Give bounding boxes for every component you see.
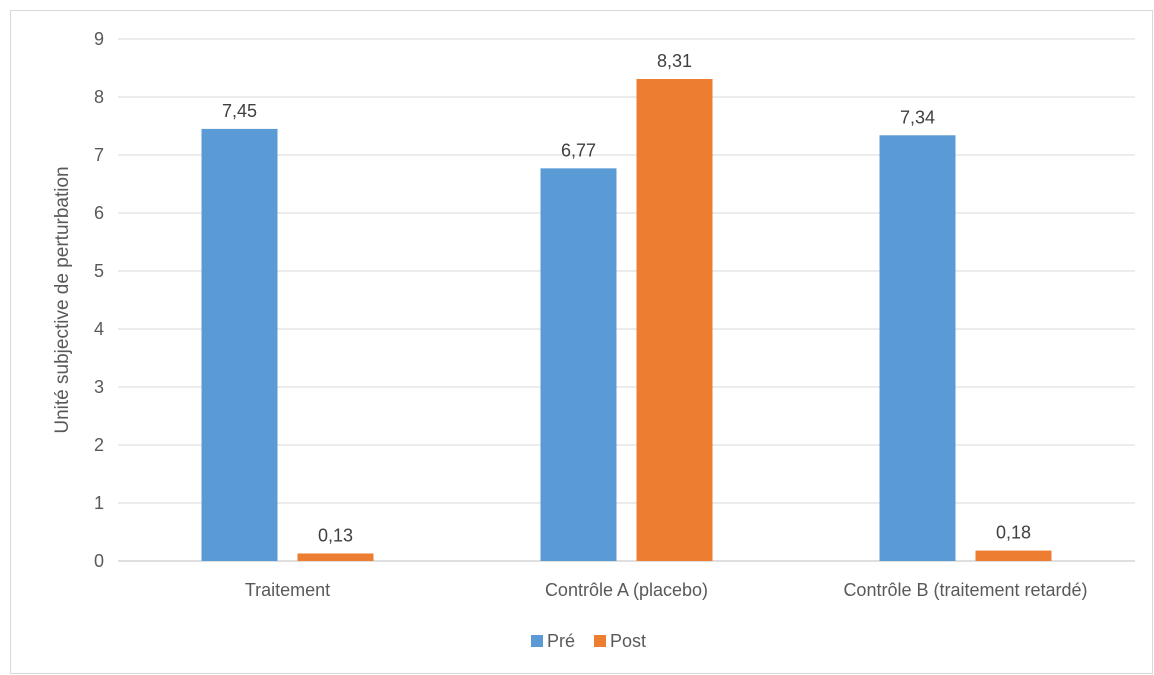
- bar-pré-0: [201, 128, 278, 561]
- y-axis-ticks: 0 1 2 3 4 5 6 7 8 9: [94, 29, 104, 571]
- x-category-label: Contrôle A (placebo): [545, 580, 708, 600]
- y-tick-label: 2: [94, 435, 104, 455]
- y-tick-label: 0: [94, 551, 104, 571]
- data-label: 6,77: [561, 140, 596, 160]
- x-axis-categories: Traitement Contrôle A (placebo) Contrôle B…: [245, 580, 1088, 600]
- y-tick-label: 9: [94, 29, 104, 49]
- legend-label: Post: [610, 631, 646, 651]
- legend-swatch: [531, 635, 543, 647]
- data-label: 0,18: [996, 523, 1031, 543]
- y-tick-label: 7: [94, 145, 104, 165]
- y-tick-label: 6: [94, 203, 104, 223]
- legend-label: Pré: [547, 631, 575, 651]
- y-tick-label: 4: [94, 319, 104, 339]
- bar-post-2: [975, 550, 1052, 561]
- data-label: 7,34: [900, 107, 935, 127]
- bars: [201, 79, 1052, 562]
- gridlines: [118, 38, 1135, 562]
- bar-post-0: [297, 553, 374, 561]
- bar-pré-1: [540, 168, 617, 561]
- x-category-label: Traitement: [245, 580, 330, 600]
- x-category-label: Contrôle B (traitement retardé): [843, 580, 1087, 600]
- data-label: 0,13: [318, 525, 353, 545]
- bar-post-1: [636, 79, 713, 562]
- legend-swatch: [594, 635, 606, 647]
- data-label: 8,31: [657, 51, 692, 71]
- legend: Pré Post: [531, 631, 646, 651]
- y-tick-label: 8: [94, 87, 104, 107]
- y-axis-title: Unité subjective de perturbation: [52, 166, 73, 433]
- y-tick-label: 3: [94, 377, 104, 397]
- data-label: 7,45: [222, 101, 257, 121]
- y-tick-label: 1: [94, 493, 104, 513]
- bar-pré-2: [879, 135, 956, 561]
- y-tick-label: 5: [94, 261, 104, 281]
- data-labels: 7,45 0,13 6,77 8,31 7,34 0,18: [222, 51, 1031, 545]
